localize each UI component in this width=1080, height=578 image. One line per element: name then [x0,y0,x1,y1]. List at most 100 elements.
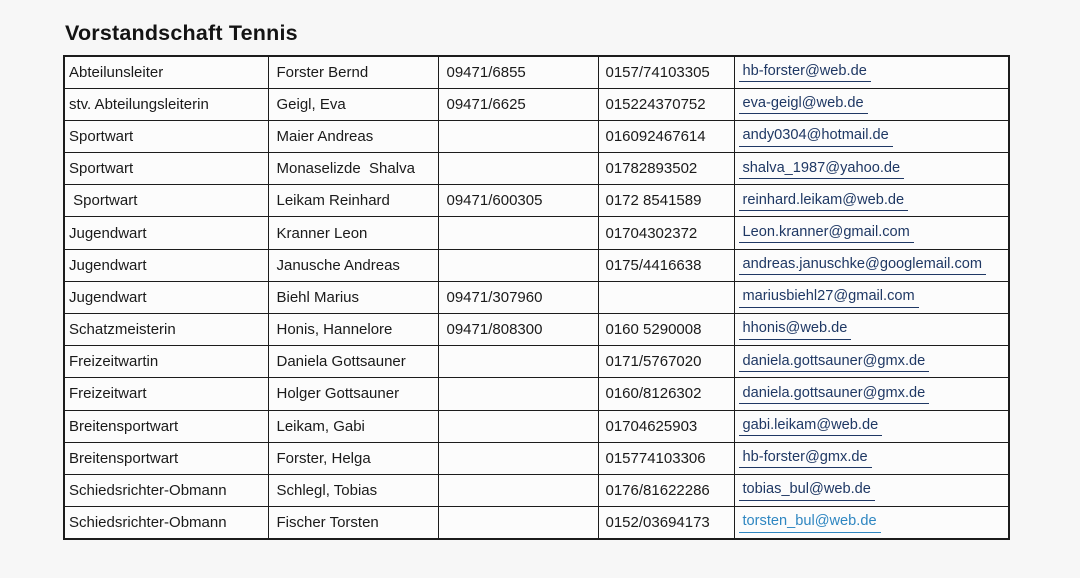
table-row: Breitensportwart Forster, Helga 0157741033… [63,441,1010,475]
table-row: Sportwart Leikam Reinhard 09471/600305 0172… [63,184,1010,218]
table-row: Sportwart Monaselizde Shalva 01782893502 sh… [63,152,1010,186]
role-cell: Schiedsrichter-Obmann [63,473,269,508]
role-cell: Abteilunsleiter [63,55,269,89]
mobile-cell: 0152/03694173 [597,506,735,540]
email-cell: Leon.kranner@gmail.com [733,216,1010,250]
phone-cell: 09471/808300 [437,312,599,347]
phone-cell [437,473,599,508]
role-cell: Sportwart [63,184,269,218]
email-link[interactable]: daniela.gottsauner@gmx.de [738,352,930,372]
phone-cell [437,441,599,475]
mobile-cell: 01704625903 [597,409,735,443]
mobile-cell: 01704302372 [597,216,735,250]
mobile-cell: 0176/81622286 [597,473,735,508]
table-row: Jugendwart Janusche Andreas 0175/4416638 an… [63,248,1010,282]
role-cell: Breitensportwart [63,409,269,443]
email-link[interactable]: andy0304@hotmail.de [738,126,893,147]
mobile-cell: 0171/5767020 [597,345,735,379]
page-title: Vorstandschaft Tennis [65,21,298,45]
email-cell: daniela.gottsauner@gmx.de [733,377,1010,411]
phone-cell: 09471/6855 [437,55,599,89]
mobile-cell: 01782893502 [597,152,735,186]
email-cell: mariusbiehl27@gmail.com [733,280,1010,315]
email-link[interactable]: hb-forster@gmx.de [738,448,872,469]
mobile-cell: 015224370752 [597,87,735,121]
role-cell: Jugendwart [63,280,269,315]
name-cell: Leikam, Gabi [267,409,439,443]
mobile-cell: 0157/74103305 [597,55,735,89]
name-cell: Biehl Marius [267,280,439,315]
email-cell: hhonis@web.de [733,312,1010,347]
mobile-cell: 015774103306 [597,441,735,475]
name-cell: Fischer Torsten [267,506,439,540]
table-row: Freizeitwart Holger Gottsauner 0160/812630… [63,377,1010,411]
email-cell: andy0304@hotmail.de [733,119,1010,154]
table-row: Jugendwart Kranner Leon 01704302372 Leon.kr… [63,216,1010,250]
role-cell: Schiedsrichter-Obmann [63,506,269,540]
email-cell: eva-geigl@web.de [733,87,1010,121]
phone-cell: 09471/6625 [437,87,599,121]
email-link[interactable]: hb-forster@web.de [738,62,871,83]
name-cell: Kranner Leon [267,216,439,250]
phone-cell [437,216,599,250]
mobile-cell: 0175/4416638 [597,248,735,282]
phone-cell [437,119,599,154]
phone-cell: 09471/307960 [437,280,599,315]
table-row: Schiedsrichter-Obmann Schlegl, Tobias 0176… [63,473,1010,508]
role-cell: stv. Abteilungsleiterin [63,87,269,121]
table-row: Sportwart Maier Andreas 016092467614 andy03… [63,119,1010,154]
email-link[interactable]: tobias_bul@web.de [738,480,875,501]
email-cell: shalva_1987@yahoo.de [733,152,1010,186]
phone-cell [437,409,599,443]
email-link[interactable]: mariusbiehl27@gmail.com [738,287,919,308]
role-cell: Freizeitwart [63,377,269,411]
email-link[interactable]: reinhard.leikam@web.de [738,191,909,211]
name-cell: Holger Gottsauner [267,377,439,411]
table-row: Abteilunsleiter Forster Bernd 09471/6855 01… [63,55,1010,89]
name-cell: Honis, Hannelore [267,312,439,347]
phone-cell [437,248,599,282]
phone-cell [437,152,599,186]
role-cell: Freizeitwartin [63,345,269,379]
email-link[interactable]: andreas.januschke@googlemail.com [738,255,987,276]
name-cell: Daniela Gottsauner [267,345,439,379]
name-cell: Janusche Andreas [267,248,439,282]
email-link[interactable]: hhonis@web.de [738,319,852,340]
phone-cell [437,377,599,411]
email-cell: hb-forster@web.de [733,55,1010,89]
role-cell: Jugendwart [63,248,269,282]
email-cell: tobias_bul@web.de [733,473,1010,508]
email-cell: daniela.gottsauner@gmx.de [733,345,1010,379]
email-link[interactable]: Leon.kranner@gmail.com [738,223,914,244]
mobile-cell: 0172 8541589 [597,184,735,218]
contacts-table: Abteilunsleiter Forster Bernd 09471/6855 01… [63,55,1010,540]
role-cell: Schatzmeisterin [63,312,269,347]
name-cell: Leikam Reinhard [267,184,439,218]
table-row: Breitensportwart Leikam, Gabi 01704625903 g… [63,409,1010,443]
name-cell: Monaselizde Shalva [267,152,439,186]
email-cell: torsten_bul@web.de [733,506,1010,540]
phone-cell: 09471/600305 [437,184,599,218]
mobile-cell: 0160/8126302 [597,377,735,411]
role-cell: Breitensportwart [63,441,269,475]
table-row: Schiedsrichter-Obmann Fischer Torsten 0152… [63,506,1010,540]
phone-cell [437,506,599,540]
email-link[interactable]: shalva_1987@yahoo.de [738,159,905,179]
table-row: Freizeitwartin Daniela Gottsauner 0171/576… [63,345,1010,379]
email-cell: andreas.januschke@googlemail.com [733,248,1010,282]
email-cell: gabi.leikam@web.de [733,409,1010,443]
table-row: stv. Abteilungsleiterin Geigl, Eva 09471/6… [63,87,1010,121]
email-link[interactable]: torsten_bul@web.de [738,512,881,533]
mobile-cell [597,280,735,315]
email-cell: hb-forster@gmx.de [733,441,1010,475]
name-cell: Geigl, Eva [267,87,439,121]
email-link[interactable]: eva-geigl@web.de [738,94,868,115]
mobile-cell: 016092467614 [597,119,735,154]
mobile-cell: 0160 5290008 [597,312,735,347]
email-link[interactable]: gabi.leikam@web.de [738,416,883,437]
role-cell: Sportwart [63,119,269,154]
email-link[interactable]: daniela.gottsauner@gmx.de [738,384,930,405]
name-cell: Schlegl, Tobias [267,473,439,508]
name-cell: Maier Andreas [267,119,439,154]
